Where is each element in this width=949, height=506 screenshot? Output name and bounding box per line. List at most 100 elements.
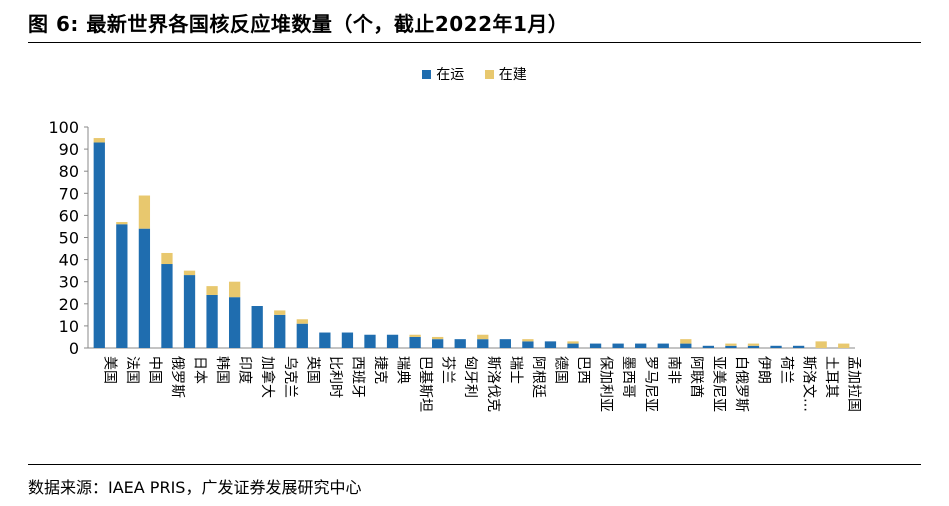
x-tick-label: 罗马尼亚	[643, 356, 659, 412]
x-tick-label: 比利时	[327, 356, 343, 398]
x-tick-label: 瑞典	[395, 356, 411, 384]
x-tick-label: 加拿大	[259, 356, 276, 398]
x-tick-label: 土耳其	[823, 356, 839, 398]
bar-operating	[274, 314, 286, 348]
x-tick-label: 阿根廷	[530, 356, 546, 398]
bar-operating	[522, 341, 534, 348]
bar-construction	[522, 339, 534, 342]
bar-operating	[116, 224, 128, 348]
bar-operating	[183, 275, 196, 348]
x-tick-label: 保加利亚	[598, 356, 614, 412]
bar-construction	[432, 336, 444, 340]
source-note: 数据来源：IAEA PRIS，广发证券发展研究中心	[28, 478, 362, 497]
bar-construction	[274, 310, 286, 315]
figure-title: 图 6: 最新世界各国核反应堆数量（个，截止2022年1月）	[28, 12, 569, 36]
bar-operating	[477, 339, 489, 348]
x-tick-label: 捷克	[372, 356, 388, 384]
x-tick-label: 白俄罗斯	[733, 356, 749, 412]
x-tick-label: 匈牙利	[462, 356, 478, 398]
x-tick-label: 斯洛文…	[801, 356, 817, 412]
legend-swatch-construction	[484, 69, 494, 79]
bar-operating	[747, 345, 760, 348]
legend-item-construction: 在建	[484, 64, 527, 84]
y-tick-label: 20	[59, 295, 79, 314]
bar-operating	[567, 343, 579, 348]
bar-operating	[228, 297, 241, 348]
bar-operating	[725, 345, 737, 348]
bar-operating	[409, 336, 421, 348]
bar-operating	[251, 306, 263, 348]
legend-item-operating: 在运	[422, 64, 464, 84]
y-tick-label: 90	[59, 140, 79, 159]
bar-operating	[635, 343, 647, 348]
x-tick-label: 伊朗	[755, 356, 771, 384]
y-tick-label: 50	[59, 229, 79, 248]
x-tick-label: 中国	[146, 356, 162, 384]
bar-construction	[567, 341, 579, 344]
y-tick-label: 60	[59, 206, 79, 225]
bar-chart: 0 10 20 30 40 50 60 70 80 90 100 美国 法国 中国 俄罗斯 日本 韩国 印度 加拿大…	[48, 118, 862, 412]
x-tick-label: 西班牙	[349, 356, 365, 398]
bar-operating	[341, 332, 354, 348]
bar-operating	[206, 294, 218, 348]
x-tick-label: 英国	[304, 356, 321, 384]
x-tick-label: 斯洛伐克	[485, 356, 501, 412]
bar-construction	[296, 319, 308, 324]
bar-operating	[680, 343, 692, 348]
x-tick-label: 法国	[124, 356, 140, 384]
bar-operating	[499, 339, 511, 348]
legend-label-operating: 在运	[436, 67, 465, 83]
y-tick-label: 10	[59, 317, 79, 336]
y-tick-label: 30	[59, 273, 79, 292]
bar-construction	[680, 339, 692, 344]
bar-construction	[228, 281, 241, 298]
x-tick-label: 巴基斯坦	[417, 356, 434, 412]
bar-construction	[116, 222, 128, 225]
bar-construction	[725, 343, 737, 346]
bar-operating	[138, 228, 151, 348]
x-tick-label: 乌克兰	[282, 356, 298, 398]
bar-construction	[409, 334, 421, 337]
bar-operating	[364, 334, 376, 348]
bar-operating	[770, 345, 782, 348]
bar-operating	[792, 345, 805, 348]
x-tick-label: 美国	[101, 356, 117, 384]
y-tick-label: 0	[69, 339, 79, 358]
bar-operating	[454, 339, 466, 348]
legend-swatch-operating	[422, 69, 432, 79]
bar-operating	[161, 264, 173, 348]
bar-construction	[161, 252, 173, 265]
x-tick-label: 德国	[552, 356, 568, 384]
bar-operating	[93, 142, 105, 348]
bar-operating	[386, 334, 399, 348]
title-rule	[28, 42, 921, 43]
bar-construction	[138, 195, 151, 229]
bar-operating	[589, 343, 602, 348]
bar-construction	[206, 286, 218, 295]
bar-operating	[612, 343, 624, 348]
bar-operating	[702, 345, 715, 348]
x-tick-label: 俄罗斯	[169, 356, 185, 398]
bar-construction	[815, 341, 827, 348]
x-tick-label: 阿联酋	[688, 356, 705, 398]
bar-operating	[319, 332, 331, 348]
bar-operating	[657, 343, 669, 348]
bar-operating	[544, 341, 557, 348]
x-tick-label: 巴西	[575, 356, 591, 384]
x-tick-label: 日本	[192, 356, 208, 384]
x-tick-label: 南非	[665, 356, 681, 384]
x-tick-label: 芬兰	[440, 356, 456, 384]
x-tick-label: 瑞士	[507, 356, 523, 384]
x-tick-label: 荷兰	[778, 356, 794, 384]
x-tick-label: 孟加拉国	[846, 356, 862, 412]
source-rule	[28, 464, 921, 465]
y-tick-label: 40	[59, 251, 79, 270]
bar-construction	[838, 343, 850, 348]
legend-label-construction: 在建	[498, 67, 527, 83]
bar-construction	[93, 138, 105, 143]
legend: 在运 在建	[0, 64, 949, 84]
x-tick-label: 墨西哥	[620, 356, 636, 398]
x-tick-label: 亚美尼亚	[710, 356, 726, 412]
bar-construction	[747, 343, 760, 346]
y-tick-label: 70	[59, 184, 79, 203]
